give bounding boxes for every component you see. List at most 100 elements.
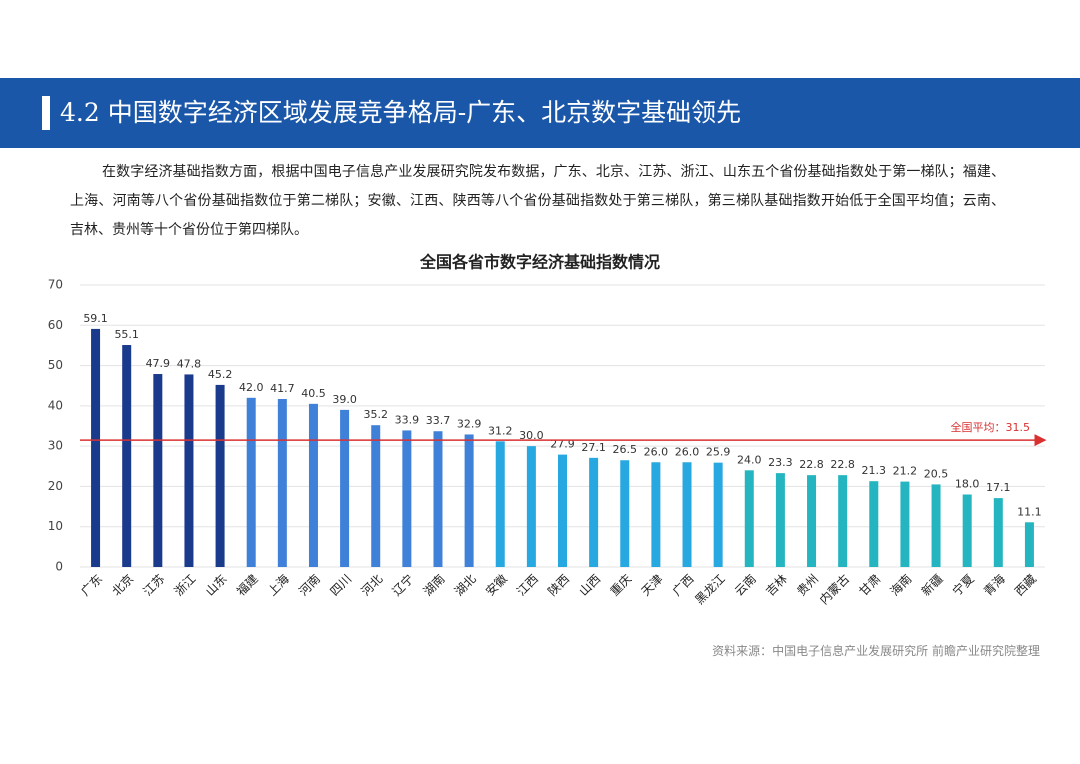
source: 资料来源：中国电子信息产业发展研究所 前瞻产业研究院整理 (712, 644, 1040, 658)
paragraph: 在数字经济基础指数方面，根据中国电子信息产业发展研究院发布数据，广东、北京、江苏… (70, 164, 1005, 238)
data-label: 33.7 (426, 414, 451, 427)
bar (371, 425, 381, 567)
data-label: 26.5 (613, 443, 638, 456)
bar (495, 441, 505, 567)
x-tick-label: 辽宁 (389, 571, 417, 599)
x-tick-label: 河南 (295, 571, 323, 599)
x-tick-label: 甘肃 (857, 572, 884, 599)
x-tick-label: 重庆 (607, 572, 634, 599)
bar (464, 434, 474, 567)
data-label: 22.8 (799, 458, 824, 471)
x-tick-label: 安徽 (482, 571, 510, 599)
bar (122, 345, 132, 567)
data-label: 32.9 (457, 417, 482, 430)
x-tick-label: 青海 (980, 571, 1008, 599)
y-tick-label: 0 (55, 560, 63, 574)
bar (246, 397, 256, 567)
x-tick-label: 贵州 (794, 572, 821, 599)
x-tick-label: 北京 (109, 572, 136, 599)
data-label: 47.8 (177, 357, 202, 370)
data-label: 33.9 (395, 413, 420, 426)
x-tick-label: 新疆 (918, 571, 946, 599)
y-tick-label: 30 (48, 439, 63, 453)
bar (993, 498, 1003, 567)
data-label: 26.0 (675, 445, 700, 458)
x-tick-label: 浙江 (172, 572, 199, 599)
data-label: 45.2 (208, 368, 233, 381)
x-tick-label: 广西 (670, 572, 697, 599)
data-label: 35.2 (363, 408, 388, 421)
bar (153, 374, 163, 567)
data-label: 59.1 (83, 312, 108, 325)
x-tick-label: 上海 (264, 571, 292, 599)
bar (433, 431, 443, 567)
y-tick-label: 40 (48, 398, 63, 412)
data-label: 18.0 (955, 477, 980, 490)
bar (277, 399, 287, 567)
bar (869, 481, 879, 567)
x-tick-label: 海南 (887, 571, 915, 599)
header-bar: 4.2 中国数字经济区域发展竞争格局-广东、北京数字基础领先 (0, 78, 1080, 148)
bar (402, 430, 412, 567)
data-label: 24.0 (737, 453, 762, 466)
bar (620, 460, 630, 567)
x-tick-label: 江苏 (141, 572, 168, 599)
data-label: 30.0 (519, 429, 544, 442)
y-tick-label: 20 (48, 479, 63, 493)
data-label: 55.1 (114, 328, 139, 341)
data-label: 26.0 (644, 445, 669, 458)
x-tick-label: 江西 (514, 572, 541, 599)
x-tick-label: 四川 (327, 572, 354, 599)
bar (713, 462, 723, 567)
bar (744, 470, 754, 567)
bar (900, 481, 910, 567)
x-tick-label: 湖北 (451, 571, 479, 599)
data-label: 39.0 (332, 393, 357, 406)
x-tick-label: 湖南 (420, 571, 448, 599)
x-tick-label: 西藏 (1012, 572, 1039, 599)
header-mark (42, 96, 50, 130)
bar (526, 446, 536, 567)
data-label: 42.0 (239, 381, 264, 394)
chart-title: 全国各省市数字经济基础指数情况 (419, 253, 660, 272)
data-label: 21.2 (893, 465, 918, 478)
bar (775, 473, 785, 567)
bar (91, 328, 101, 567)
data-label: 23.3 (768, 456, 793, 469)
data-label: 27.1 (581, 441, 606, 454)
x-tick-label: 河北 (358, 572, 385, 599)
x-tick-label: 云南 (731, 571, 759, 599)
average-label: 全国平均：31.5 (951, 420, 1031, 434)
bar (340, 409, 350, 567)
bar (308, 403, 318, 567)
x-tick-label: 内蒙古 (816, 571, 852, 607)
x-tick-label: 宁夏 (949, 571, 977, 599)
bar (1024, 522, 1034, 567)
x-tick-label: 陕西 (545, 571, 573, 599)
data-label: 22.8 (830, 458, 855, 471)
bar (558, 454, 567, 567)
bar (184, 374, 194, 567)
data-label: 11.1 (1017, 505, 1042, 518)
x-tick-label: 黑龙江 (692, 572, 727, 607)
data-label: 40.5 (301, 387, 326, 400)
header-title: 4.2 中国数字经济区域发展竞争格局-广东、北京数字基础领先 (60, 98, 742, 127)
x-tick-label: 天津 (639, 572, 666, 599)
bar (651, 462, 661, 567)
bar (807, 475, 817, 567)
data-label: 21.3 (862, 464, 887, 477)
x-tick-label: 福建 (233, 571, 261, 599)
data-label: 31.2 (488, 424, 513, 437)
x-tick-label: 山西 (576, 572, 603, 599)
data-label: 47.9 (146, 357, 171, 370)
data-label: 25.9 (706, 446, 731, 459)
x-tick-label: 广东 (78, 572, 105, 599)
y-tick-label: 50 (48, 358, 63, 372)
bar (215, 384, 225, 567)
bar (962, 494, 972, 567)
data-label: 17.1 (986, 481, 1011, 494)
data-label: 41.7 (270, 382, 295, 395)
data-label: 27.9 (550, 438, 575, 451)
